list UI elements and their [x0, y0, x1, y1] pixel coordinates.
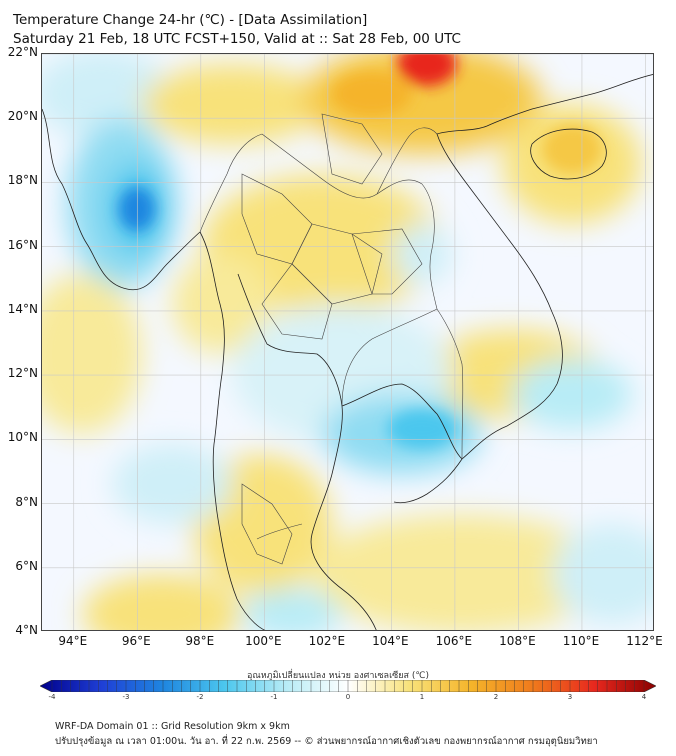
provinces-thai-3: [261, 263, 333, 340]
longitude-label: 106°E: [435, 634, 473, 648]
coastline-gulf-thailand: [237, 273, 377, 630]
latitude-label: 18°N: [7, 173, 38, 188]
map-title: Temperature Change 24-hr (℃) - [Data Ass…: [13, 12, 368, 28]
border-thai-myanmar: [199, 133, 263, 233]
model-info: WRF-DA Domain 01 :: Grid Resolution 9km …: [55, 721, 290, 732]
latitude-label: 8°N: [15, 494, 38, 509]
provinces-thai-4: [351, 228, 423, 295]
map-canvas: [42, 54, 653, 630]
colorbar: [40, 680, 656, 692]
temperature-change-map: [41, 53, 654, 631]
longitude-label: 112°E: [626, 634, 663, 648]
colorbar-tick-label: 4: [641, 693, 647, 701]
colorbar-tick-label: -1: [270, 693, 278, 701]
colorbar-title: อุณหภูมิเปลี่ยนแปลง หน่วย องศาเซลเซียส (…: [246, 671, 430, 681]
colorbar-tick-label: 1: [419, 693, 425, 701]
coastlines: [42, 74, 653, 630]
latitude-label: 16°N: [7, 237, 38, 252]
border-thai-laos: [261, 133, 438, 310]
longitude-label: 108°E: [499, 634, 536, 648]
colorbar-tick-label: 0: [345, 693, 351, 701]
longitude-label: 110°E: [562, 634, 600, 648]
map-subtitle: Saturday 21 Feb, 18 UTC FCST+150, Valid …: [13, 31, 461, 47]
latitude-label: 4°N: [15, 623, 38, 637]
colorbar-tick-marks: [51, 680, 645, 692]
coastline-andaman-east: [199, 231, 266, 630]
border-thai-cambodia: [341, 308, 438, 407]
longitude-label: 100°E: [245, 634, 282, 648]
latitude-label: 14°N: [7, 301, 38, 316]
longitude-label: 96°E: [121, 634, 151, 648]
coastline-hainan: [530, 128, 607, 180]
provinces-south-thai: [241, 483, 293, 565]
latitude-label: 12°N: [7, 366, 38, 381]
colorbar-tick-label: 2: [493, 693, 499, 701]
latitude-label: 22°N: [7, 45, 38, 59]
credits: ปรับปรุงข้อมูล ณ เวลา 01:00น. วัน อา. ที…: [55, 736, 598, 747]
colorbar-tick-label: -3: [122, 693, 130, 701]
latitude-label: 6°N: [15, 558, 38, 573]
coastline-cambodia-vietnam: [341, 133, 563, 460]
longitude-label: 102°E: [308, 634, 346, 648]
border-cambodia-vietnam: [436, 308, 464, 460]
longitude-label: 98°E: [185, 634, 215, 648]
latitude-label: 20°N: [7, 109, 38, 124]
provinces-laos: [321, 113, 383, 185]
longitude-label: 94°E: [58, 634, 88, 648]
colorbar-tick-label: -2: [196, 693, 204, 701]
coastline-mekong-delta: [393, 458, 463, 504]
border-malay: [256, 523, 303, 540]
latitude-label: 10°N: [7, 430, 38, 445]
coastline-gulf-tonkin: [436, 74, 653, 135]
admin-borders: [199, 113, 464, 565]
colorbar-tick-label: 3: [567, 693, 573, 701]
border-laos-vietnam: [376, 127, 438, 195]
longitude-label: 104°E: [372, 634, 409, 648]
colorbar-tick-label: -4: [48, 693, 56, 701]
graticule: [42, 54, 653, 630]
coastline-myanmar-west: [42, 108, 201, 291]
